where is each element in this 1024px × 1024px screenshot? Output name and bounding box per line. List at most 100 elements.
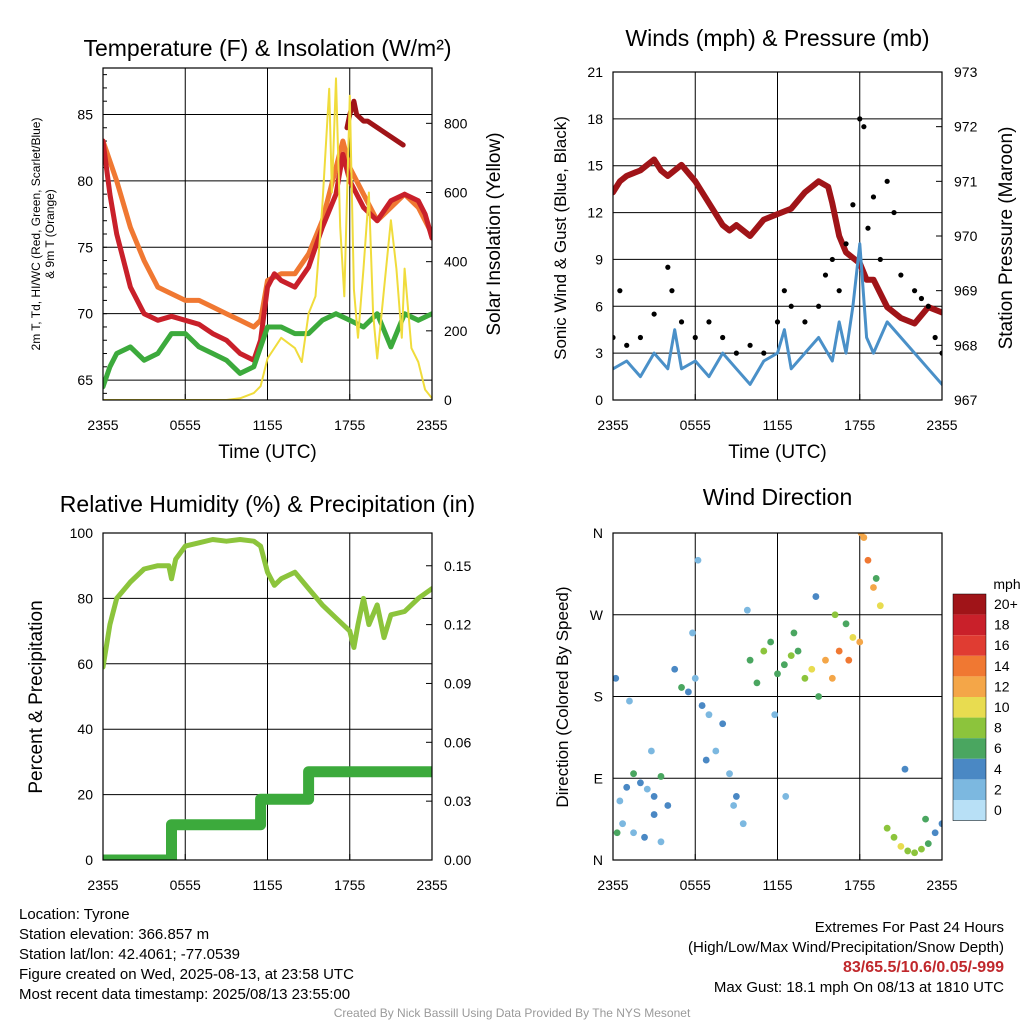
direction-point	[623, 783, 631, 791]
gust-point	[669, 288, 675, 294]
direction-point	[613, 674, 620, 682]
x-tick-label: 1755	[844, 877, 875, 893]
series-line-t9m	[103, 138, 432, 330]
direction-point	[630, 829, 637, 837]
gust-point	[857, 116, 863, 122]
panel-2: Winds (mph) & Pressure (mb) 2355 0555 1155 1…	[587, 25, 977, 463]
y-axis-label-left: Direction (Colored By Speed)	[553, 586, 572, 807]
gust-point	[836, 288, 842, 294]
gust-point	[788, 303, 794, 309]
gust-point	[617, 288, 623, 294]
gust-point	[613, 334, 616, 341]
colorbar-swatch	[953, 594, 986, 615]
gust-point	[850, 202, 856, 208]
series-line-hi	[344, 98, 406, 148]
direction-point	[746, 656, 754, 664]
y-tick-label-right: 967	[954, 392, 978, 408]
panel-4: Wind Direction 2355 0555 1155 1755 2355 N E S W Nm…	[590, 484, 1021, 893]
direction-point	[719, 720, 727, 728]
direction-point	[774, 670, 781, 678]
max-gust-text: Max Gust: 18.1 mph On 08/13 at 1810 UTC	[713, 979, 1004, 996]
direction-point	[753, 679, 761, 687]
y-tick-label-right: 971	[954, 173, 978, 189]
direction-point	[924, 840, 932, 848]
direction-point	[643, 785, 651, 793]
panel-title: Winds (mph) & Pressure (mb)	[625, 25, 929, 51]
direction-point	[694, 556, 702, 564]
x-tick-label: 2355	[87, 417, 118, 433]
direction-point	[647, 747, 655, 755]
colorbar-frame	[952, 593, 987, 821]
direction-point	[678, 684, 685, 691]
colorbar-swatch	[953, 635, 986, 656]
series-line-precip	[103, 766, 432, 860]
gust-point	[861, 124, 867, 130]
gust-point	[939, 350, 942, 356]
series-line-td	[103, 311, 432, 390]
y-tick-label-left: 6	[595, 298, 603, 314]
direction-point	[702, 756, 710, 764]
y-tick-label-left: 40	[77, 721, 93, 737]
direction-point	[828, 674, 836, 682]
colorbar-label: 2	[994, 781, 1002, 797]
direction-point	[787, 652, 795, 660]
y-tick-label-right: 0.06	[444, 734, 471, 750]
x-axis-label: Time (UTC)	[218, 442, 317, 463]
y-tick-label-left: E	[594, 770, 603, 786]
direction-point	[712, 747, 720, 755]
direction-point	[616, 797, 624, 805]
panel-border	[612, 71, 943, 401]
gust-point	[865, 225, 871, 231]
gust-point	[918, 295, 925, 302]
y-tick-label-right: 970	[954, 228, 978, 244]
series-line-solar	[103, 77, 432, 400]
direction-point	[780, 661, 788, 669]
y-axis-label-left-line2: & 9m T (Orange)	[43, 189, 57, 279]
y-tick-label-right: 0	[444, 392, 452, 408]
gust-point	[706, 319, 712, 325]
gust-point	[884, 178, 890, 184]
colorbar-label: 18	[994, 617, 1010, 633]
direction-point	[897, 842, 905, 850]
gust-point	[816, 303, 822, 309]
x-tick-label: 2355	[87, 877, 118, 893]
y-tick-label-left: W	[590, 607, 604, 623]
colorbar-label: 6	[994, 740, 1002, 756]
panel-border	[612, 532, 943, 861]
latlon-text: Station lat/lon: 42.4061; -77.0539	[19, 946, 241, 963]
x-tick-label: 0555	[680, 877, 711, 893]
direction-point	[904, 847, 912, 855]
colorbar-label: 8	[994, 720, 1002, 736]
direction-point	[842, 620, 850, 628]
location-text: Location: Tyrone	[19, 906, 130, 923]
extremes-title: Extremes For Past 24 Hours	[814, 919, 1004, 936]
gust-point	[822, 272, 829, 278]
x-tick-label: 0555	[170, 877, 201, 893]
recent-data-text: Most recent data timestamp: 2025/08/13 2…	[19, 986, 351, 1003]
colorbar-swatch	[953, 655, 986, 677]
x-tick-label: 2355	[416, 417, 447, 433]
colorbar-swatch	[953, 717, 986, 739]
direction-point	[626, 697, 633, 705]
direction-point	[684, 688, 692, 696]
direction-point	[650, 793, 658, 800]
direction-point	[822, 656, 829, 664]
direction-point	[689, 629, 696, 637]
series-line-t2m	[103, 138, 432, 363]
x-tick-label: 2355	[597, 877, 628, 893]
y-tick-label-right: 600	[444, 185, 468, 201]
gust-point	[870, 194, 877, 200]
y-tick-label-left: 100	[70, 525, 94, 541]
colorbar-swatch	[953, 758, 986, 780]
panel-title: Wind Direction	[703, 484, 853, 510]
y-axis-label-left-line1: 2m T, Td, HI/WC (Red, Green, Scarlet/Blu…	[29, 118, 43, 351]
direction-point	[732, 793, 740, 800]
direction-point	[726, 770, 733, 778]
direction-point	[876, 602, 884, 610]
gust-point	[637, 334, 644, 341]
panel-3: Relative Humidity (%) & Precipitation (i…	[60, 491, 475, 893]
y-tick-label-left: 15	[587, 158, 603, 174]
y-tick-label-left: 85	[77, 106, 93, 122]
direction-point	[767, 638, 775, 646]
